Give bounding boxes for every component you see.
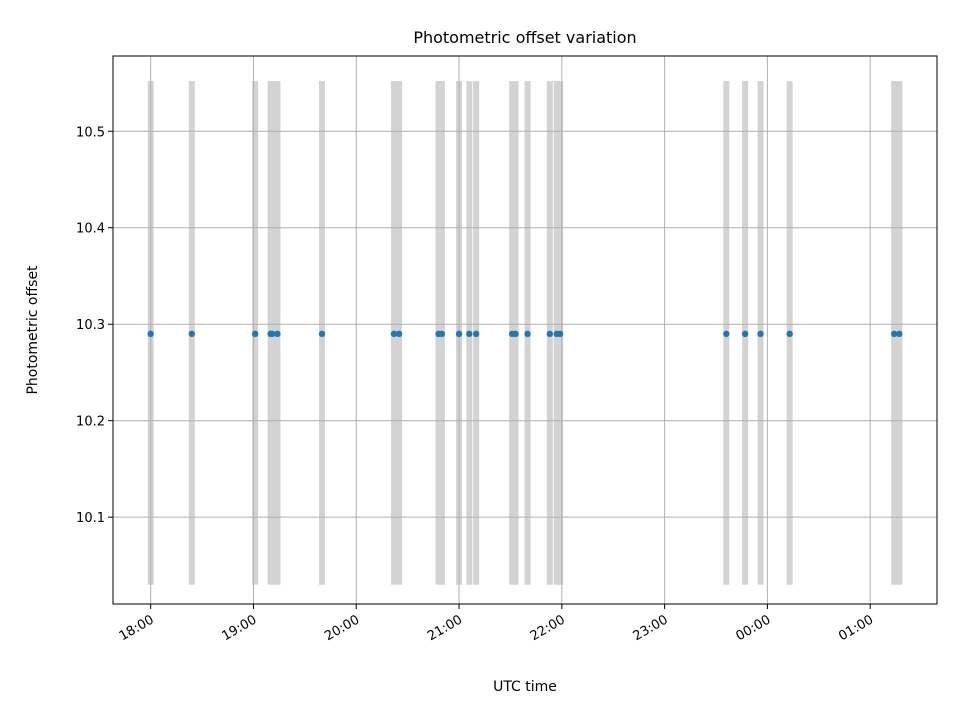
data-point (395, 330, 403, 338)
data-point (455, 330, 463, 338)
chart-title: Photometric offset variation (413, 28, 636, 47)
y-tick-label: 10.4 (76, 222, 105, 237)
data-point (723, 330, 730, 338)
y-tick-label: 10.3 (76, 318, 105, 333)
data-points (147, 330, 903, 338)
data-point (188, 330, 196, 338)
data-point (757, 330, 764, 338)
data-point (318, 330, 326, 338)
data-point (512, 330, 519, 338)
data-point (147, 330, 154, 338)
grid-lines (113, 56, 937, 604)
y-tick-label: 10.2 (76, 415, 105, 430)
data-point (472, 330, 480, 338)
data-point (466, 330, 473, 338)
x-axis-label: UTC time (493, 679, 557, 695)
data-point (390, 330, 398, 338)
data-point (896, 330, 903, 338)
data-point (786, 330, 793, 338)
data-point (438, 330, 446, 338)
data-point (556, 330, 564, 338)
data-point (890, 330, 898, 338)
plot-frame (112, 55, 938, 605)
data-point (546, 330, 554, 338)
y-axis-label: Photometric offset (25, 265, 41, 395)
y-tick-label: 10.1 (76, 511, 105, 526)
data-point (524, 330, 531, 338)
data-point (269, 330, 276, 338)
data-point (741, 330, 749, 338)
data-point (251, 330, 259, 338)
y-tick-label: 10.5 (76, 125, 105, 140)
data-point (274, 330, 281, 338)
y-axis-ticks: 10.1 10.2 10.3 10.4 10.5 (76, 125, 113, 526)
